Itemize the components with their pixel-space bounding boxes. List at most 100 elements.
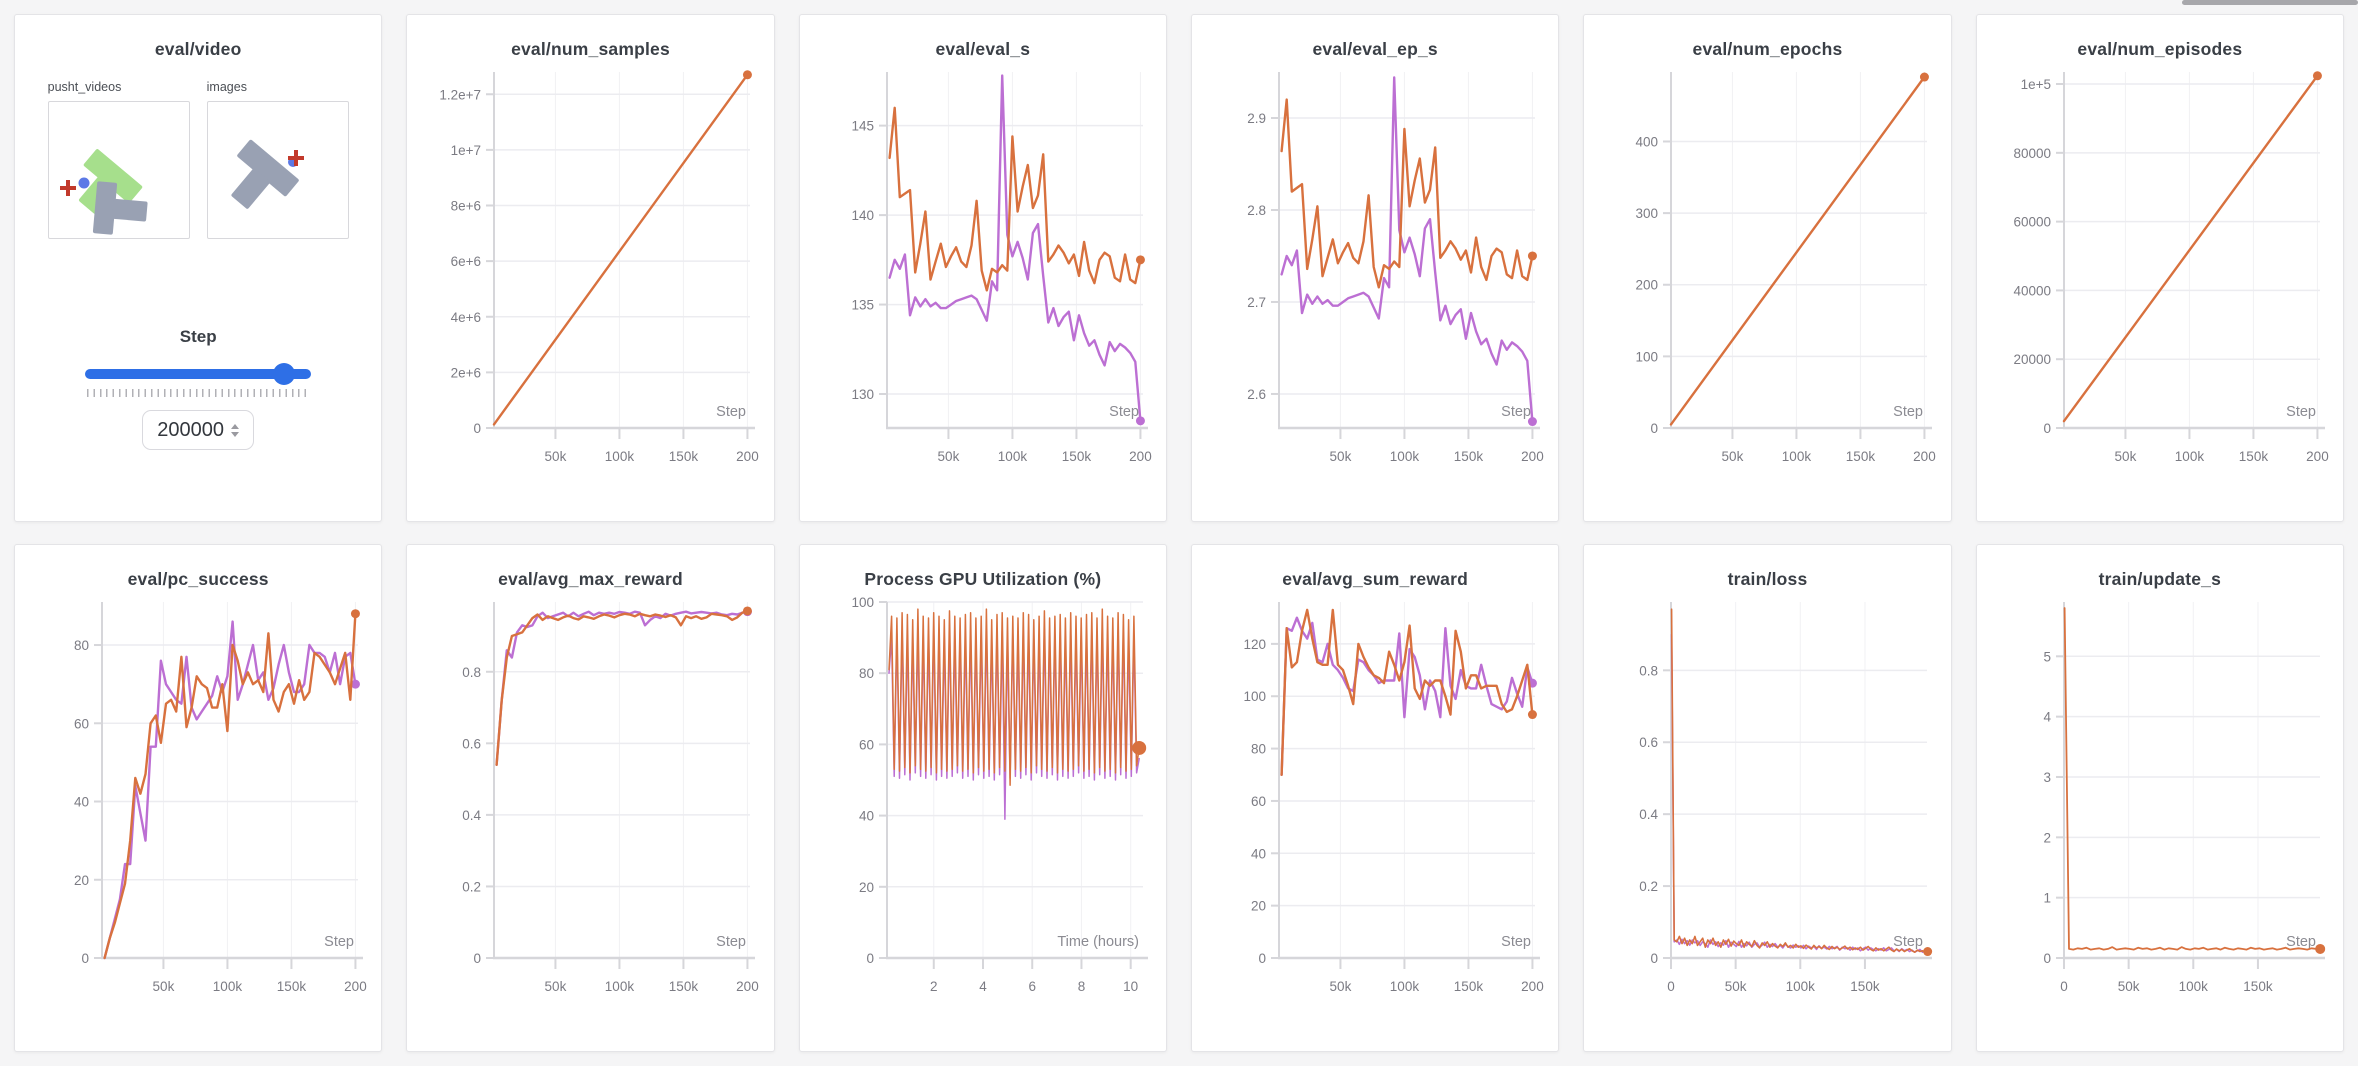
svg-text:0.4: 0.4 [463, 808, 482, 823]
svg-text:20: 20 [1251, 899, 1266, 914]
panel-eval-pc-success: eval/pc_success 50k 100k 150k 200 0 20 40 60 80 S… [14, 544, 383, 1052]
line-chart[interactable]: 0 50k 100k 150k 0 1 2 3 4 5 Step [1988, 592, 2332, 1020]
svg-text:150k: 150k [2243, 979, 2273, 994]
svg-text:100k: 100k [2178, 979, 2208, 994]
panel-eval-avg-sum-reward: eval/avg_sum_reward 50k 100k 150k 200 0 20 40 6… [1191, 544, 1560, 1052]
svg-text:Step: Step [324, 934, 354, 950]
svg-text:40: 40 [1251, 846, 1266, 861]
svg-text:50k: 50k [2118, 979, 2140, 994]
chart-title: eval/num_epochs [1692, 39, 1843, 59]
svg-text:100k: 100k [1390, 979, 1420, 994]
svg-text:200: 200 [2306, 449, 2329, 464]
svg-text:Step: Step [2286, 404, 2316, 420]
svg-text:0: 0 [2043, 951, 2051, 966]
svg-text:150k: 150k [2239, 449, 2269, 464]
svg-text:50k: 50k [1330, 979, 1352, 994]
svg-text:0.2: 0.2 [1640, 879, 1659, 894]
svg-text:6e+6: 6e+6 [451, 254, 481, 269]
svg-text:135: 135 [851, 298, 874, 313]
svg-text:Step: Step [717, 404, 747, 420]
svg-text:80000: 80000 [2013, 146, 2051, 161]
svg-text:50k: 50k [1725, 979, 1747, 994]
svg-text:Step: Step [1501, 404, 1531, 420]
line-chart[interactable]: 50k 100k 150k 200 0 0.2 0.4 0.6 0.8 Step [418, 592, 762, 1020]
panel-eval-video: eval/video pusht_videos [14, 14, 383, 522]
svg-text:100k: 100k [605, 979, 635, 994]
svg-text:150k: 150k [669, 449, 699, 464]
svg-text:2.8: 2.8 [1247, 203, 1266, 218]
stepper-arrows-icon[interactable] [231, 423, 240, 437]
svg-text:60000: 60000 [2013, 215, 2051, 230]
svg-text:200: 200 [1521, 979, 1544, 994]
media-key-label: pusht_videos [47, 80, 122, 94]
svg-text:150k: 150k [1846, 449, 1876, 464]
line-chart[interactable]: 50k 100k 150k 200 2.6 2.7 2.8 2.9 Step [1203, 62, 1547, 490]
step-value[interactable]: 200000 [157, 418, 225, 441]
svg-text:0: 0 [1651, 951, 1659, 966]
chart-title: eval/num_samples [511, 39, 670, 59]
svg-text:60: 60 [1251, 794, 1266, 809]
step-value-input[interactable]: 200000 [142, 410, 255, 450]
svg-text:6: 6 [1028, 979, 1036, 994]
svg-text:50k: 50k [2114, 449, 2136, 464]
svg-text:2.6: 2.6 [1247, 387, 1266, 402]
line-chart[interactable]: 50k 100k 150k 200 0 20000 40000 60000 80000 1e+5 S… [1988, 62, 2332, 490]
svg-text:0.8: 0.8 [463, 665, 482, 680]
chart-title: eval/num_episodes [2077, 39, 2243, 59]
line-chart[interactable]: 50k 100k 150k 200 0 20 40 60 80 100 120 Step [1203, 592, 1547, 1020]
slider-thumb[interactable] [273, 363, 296, 385]
line-chart[interactable]: 0 50k 100k 150k 0 0.2 0.4 0.6 0.8 Step [1595, 592, 1939, 1020]
line-chart[interactable]: 50k 100k 150k 200 0 20 40 60 80 Step [26, 592, 370, 1020]
svg-text:8e+6: 8e+6 [451, 199, 481, 214]
svg-text:0.6: 0.6 [1640, 735, 1659, 750]
svg-text:200: 200 [344, 979, 367, 994]
pusht-scene-icon [231, 139, 304, 209]
svg-text:0: 0 [1259, 951, 1267, 966]
chart-title: eval/avg_max_reward [498, 569, 683, 589]
line-chart[interactable]: 50k 100k 150k 200 0 2e+6 4e+6 6e+6 8e+6 1e+7 1.2e+… [418, 62, 762, 490]
panel-train-loss: train/loss 0 50k 100k 150k 0 0.2 0.4 0.6 0.8 Step [1583, 544, 1952, 1052]
media-row: pusht_videos [47, 80, 349, 239]
svg-text:0: 0 [866, 951, 874, 966]
pusht-video-thumbnail[interactable] [47, 101, 190, 239]
chart-title: train/loss [1727, 569, 1808, 589]
svg-text:50k: 50k [1722, 449, 1744, 464]
svg-text:50k: 50k [937, 449, 959, 464]
svg-text:100k: 100k [1390, 449, 1420, 464]
line-chart[interactable]: 50k 100k 150k 200 0 100 200 300 400 Step [1595, 62, 1939, 490]
svg-text:120: 120 [1244, 637, 1267, 652]
svg-text:0: 0 [2060, 979, 2068, 994]
slider-tick-marks [87, 389, 310, 397]
svg-text:100k: 100k [1786, 979, 1816, 994]
svg-text:200: 200 [1636, 278, 1659, 293]
svg-text:100: 100 [851, 595, 874, 610]
svg-text:8: 8 [1078, 979, 1086, 994]
chart-title: eval/eval_s [935, 39, 1031, 59]
svg-text:200: 200 [1521, 449, 1544, 464]
svg-text:0: 0 [82, 951, 90, 966]
svg-text:80: 80 [74, 638, 89, 653]
svg-text:200: 200 [1914, 449, 1937, 464]
step-slider[interactable] [85, 363, 312, 385]
svg-text:5: 5 [2043, 649, 2051, 664]
slider-track[interactable] [85, 369, 312, 379]
panel-gpu-utilization: Process GPU Utilization (%) 2 4 6 8 10 0 20 40 6… [798, 544, 1167, 1052]
svg-text:0: 0 [474, 951, 482, 966]
svg-text:1e+5: 1e+5 [2020, 77, 2050, 92]
images-thumbnail[interactable] [206, 101, 349, 239]
svg-text:145: 145 [851, 119, 874, 134]
svg-text:150k: 150k [1454, 979, 1484, 994]
chart-title: Process GPU Utilization (%) [864, 569, 1102, 589]
svg-text:100k: 100k [605, 449, 635, 464]
line-chart[interactable]: 50k 100k 150k 200 130 135 140 145 Step [811, 62, 1155, 490]
svg-text:2: 2 [930, 979, 938, 994]
horizontal-scrollbar[interactable] [2182, 0, 2358, 5]
svg-text:2.9: 2.9 [1247, 111, 1266, 126]
svg-text:140: 140 [851, 208, 874, 223]
svg-text:4: 4 [979, 979, 987, 994]
svg-text:80: 80 [1251, 742, 1266, 757]
svg-text:0: 0 [1668, 979, 1676, 994]
svg-text:60: 60 [74, 716, 89, 731]
svg-text:Step: Step [1109, 404, 1139, 420]
